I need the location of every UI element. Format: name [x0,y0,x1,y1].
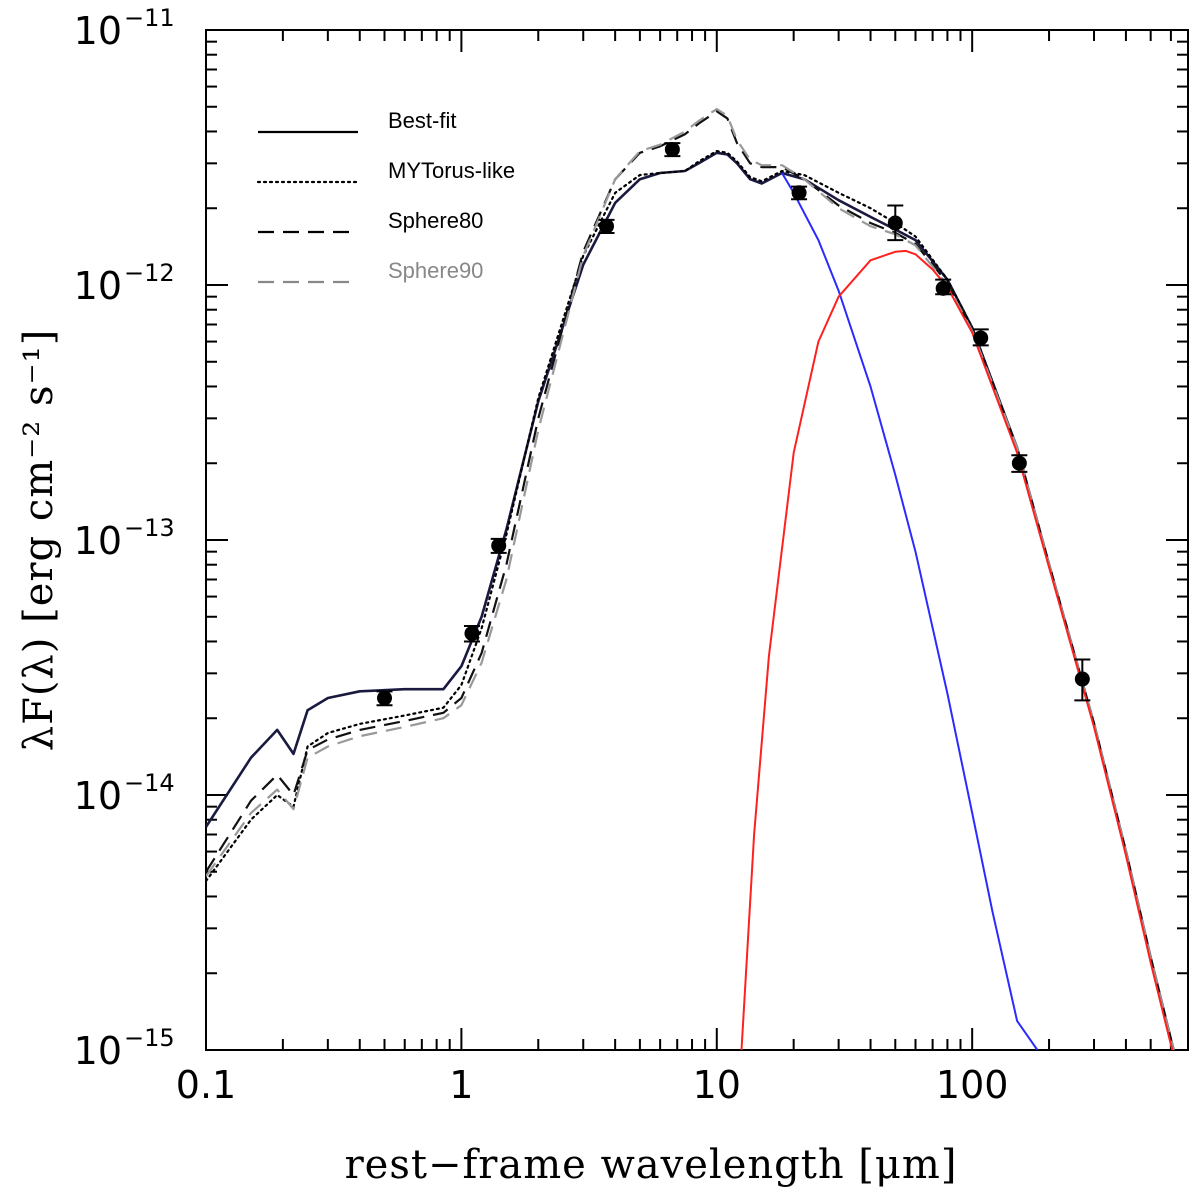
svg-text:10: 10 [74,774,122,818]
x-tick-label: 0.1 [176,1063,236,1107]
legend-entry: Sphere90 [258,258,483,284]
y-tick-label: 10 −12 [74,259,175,308]
svg-text:−15: −15 [124,1024,175,1052]
y-tick-label: 10 −13 [74,514,175,563]
data-point [791,185,808,201]
series-best-fit [206,151,1175,1050]
x-tick-label: 1 [449,1063,473,1107]
svg-text:10: 10 [74,519,122,563]
data-points-layer [376,141,1091,707]
svg-text:−13: −13 [124,514,175,542]
data-point [887,204,904,242]
legend-entry: Best-fit [258,108,456,134]
x-tick-label: 10 [693,1063,741,1107]
data-point [935,278,952,296]
data-point [972,328,989,347]
svg-text:10: 10 [74,9,122,53]
legend-label: Best-fit [388,108,456,133]
svg-text:−12: −12 [124,259,175,287]
legend-label: Sphere90 [388,258,483,283]
legend-label: MYTorus-like [388,158,515,183]
data-point [463,624,480,643]
data-point [598,218,615,234]
legend-entry: Sphere80 [258,208,483,234]
legend: Best-fit MYTorus-like Sphere80 Sphere90 [256,108,515,284]
series-layer [206,107,1175,1050]
y-tick-label: 10 −14 [74,769,175,818]
svg-text:10: 10 [74,1029,122,1073]
series-blue-component [781,172,1039,1050]
data-point [490,537,507,554]
svg-text:−11: −11 [124,4,175,32]
axis-ticks [205,30,1189,1051]
data-point [376,690,393,707]
svg-text:10: 10 [74,264,122,308]
legend-label: Sphere80 [388,208,483,233]
data-point [1011,454,1028,473]
x-axis-label: rest−frame wavelength [μm] [345,1142,958,1188]
y-tick-label: 10 −15 [74,1024,175,1073]
y-axis-label: λF(λ) [erg cm⁻² s⁻¹] [16,329,62,752]
data-point [1074,658,1091,702]
x-tick-label: 100 [936,1063,1009,1107]
x-tick-labels: 0.1 1 10 100 [176,1063,1009,1107]
series-sphere90 [206,107,1175,1050]
series-red-component [740,249,1174,1050]
series-sphere80 [206,110,1175,1050]
y-tick-label: 10 −11 [74,4,175,53]
svg-text:−14: −14 [124,769,175,797]
series-mytorus-like [206,150,1175,1050]
data-point [664,141,681,158]
legend-entry: MYTorus-like [256,158,515,184]
